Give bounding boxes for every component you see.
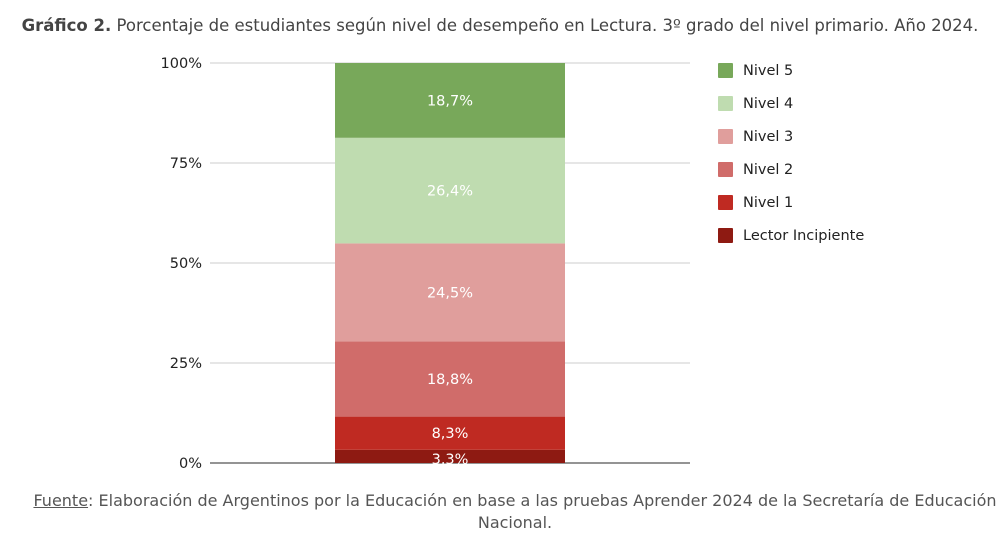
legend-item: Nivel 3 (718, 120, 864, 153)
data-label: 18,7% (427, 93, 473, 109)
legend-swatch (718, 195, 733, 210)
chart-title: Gráfico 2. Porcentaje de estudiantes seg… (0, 16, 1000, 35)
y-tick-label: 25% (170, 356, 202, 372)
legend-label: Nivel 5 (743, 62, 794, 79)
y-tick-label: 0% (179, 456, 202, 472)
legend-swatch (718, 129, 733, 144)
bar-segment-nivel-1 (335, 416, 565, 450)
legend-swatch (718, 63, 733, 78)
bar-segment-lector-incipiente (335, 449, 565, 463)
legend-item: Lector Incipiente (718, 219, 864, 252)
bar-segment-nivel-2 (335, 341, 565, 417)
bar-segment-nivel-3 (335, 243, 565, 342)
source-note: Fuente: Elaboración de Argentinos por la… (30, 490, 1000, 534)
y-tick-label: 50% (170, 256, 202, 272)
data-label: 26,4% (427, 184, 473, 200)
legend-swatch (718, 228, 733, 243)
legend-item: Nivel 1 (718, 186, 864, 219)
data-label: 8,3% (432, 426, 469, 442)
legend-label: Nivel 3 (743, 128, 794, 145)
bar-segment-nivel-4 (335, 137, 565, 244)
chart-title-text: Porcentaje de estudiantes según nivel de… (116, 16, 979, 35)
data-label: 3,3% (432, 452, 469, 468)
legend-label: Lector Incipiente (743, 227, 865, 244)
legend-swatch (718, 96, 733, 111)
legend-swatch (718, 162, 733, 177)
legend-label: Nivel 2 (743, 161, 794, 178)
source-label: Fuente (33, 491, 89, 510)
legend-item: Nivel 2 (718, 153, 864, 186)
legend-label: Nivel 1 (743, 194, 794, 211)
source-text: : Elaboración de Argentinos por la Educa… (88, 491, 997, 532)
data-label: 18,8% (427, 372, 473, 388)
legend: Nivel 5 Nivel 4 Nivel 3 Nivel 2 Nivel 1 Lecto… (718, 54, 864, 252)
data-label: 24,5% (427, 285, 473, 301)
legend-item: Nivel 5 (718, 54, 864, 87)
y-tick-label: 100% (161, 56, 202, 72)
y-tick-label: 75% (170, 156, 202, 172)
bar-segment-nivel-5 (335, 63, 565, 138)
legend-label: Nivel 4 (743, 95, 794, 112)
legend-item: Nivel 4 (718, 87, 864, 120)
chart-number: Gráfico 2. (21, 16, 112, 35)
